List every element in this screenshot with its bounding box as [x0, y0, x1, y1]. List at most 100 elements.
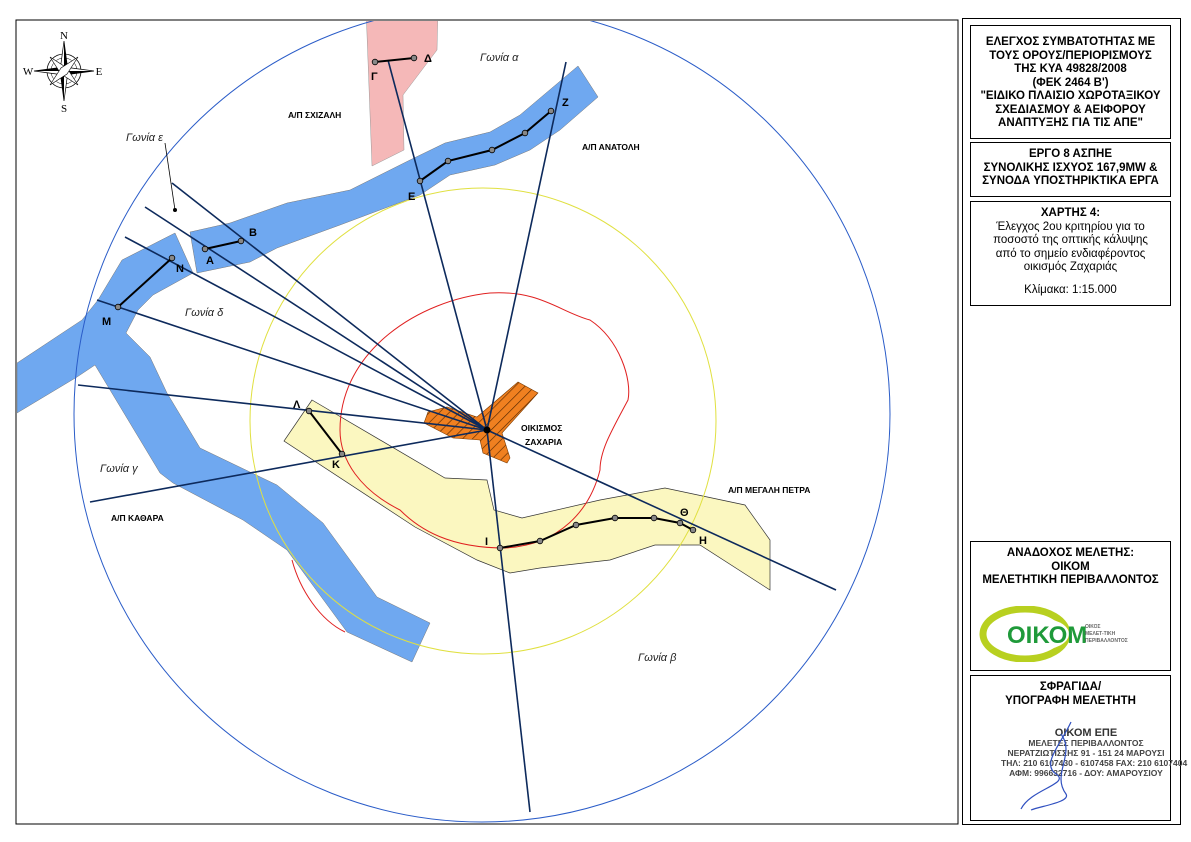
- point-L: Λ: [293, 399, 301, 411]
- label-angle-a: Γωνία α: [480, 52, 519, 64]
- oikom-logo: ΟΙΚΟΜ ΟΙΚΟΣ ΜΕΛΕΤ-ΤΙΚΗ ΠΕΡΙΒΑΛΛΟΝΤΟΣ: [979, 606, 1128, 662]
- label-park-anatoli: Α/Π ΑΝΑΤΟΛΗ: [582, 142, 640, 152]
- turbine-marker: [547, 107, 555, 115]
- turbine-marker: [572, 521, 580, 529]
- title-block: ΕΛΕΓΧΟΣ ΣΥΜΒΑΤΟΤΗΤΑΣ ΜΕ ΤΟΥΣ ΟΡΟΥΣ/ΠΕΡΙΟΡ…: [962, 18, 1188, 825]
- stamp-heading-line: ΥΠΟΓΡΑΦΗ ΜΕΛΕΤΗΤΗ: [1005, 694, 1136, 707]
- label-settlement-1: ΟΙΚΙΣΜΟΣ: [521, 423, 562, 433]
- yellow-circle: [249, 187, 717, 655]
- sight-ray: [96, 299, 488, 431]
- turbine-marker: [536, 537, 544, 545]
- point-D: Δ: [424, 53, 432, 65]
- turbine-row: [374, 57, 415, 63]
- angle-e-leader: [164, 142, 176, 211]
- sight-ray: [144, 206, 488, 431]
- map-desc-line: οικισμός Ζαχαριάς: [1023, 261, 1118, 273]
- compass-n: N: [60, 30, 68, 42]
- title-line: ΑΝΑΠΤΥΞΗΣ ΓΙΑ ΤΙΣ ΑΠΕ": [998, 117, 1143, 129]
- compass-s: S: [61, 103, 67, 115]
- signature: [1020, 721, 1072, 811]
- svg-text:ΠΕΡΙΒΑΛΛΟΝΤΟΣ: ΠΕΡΙΒΑΛΛΟΝΤΟΣ: [1085, 638, 1128, 644]
- label-park-schizali: Α/Π ΣΧΙΖΑΛΗ: [288, 110, 341, 120]
- map-desc-line: από το σημείο ενδιαφέροντος: [995, 247, 1146, 260]
- project-line: ΣΥΝΟΛΙΚΗΣ ΙΣΧΥΟΣ 167,9MW &: [983, 161, 1158, 174]
- map-title-box: ΧΑΡΤΗΣ 4: Έλεγχος 2ου κριτηρίου για το πο…: [970, 201, 1171, 306]
- red-contour: [339, 292, 630, 549]
- stamp-heading-line: ΣΦΡΑΓΙΔΑ/: [1039, 681, 1102, 693]
- settlement-zacharia: [423, 381, 539, 464]
- outer-circle: [73, 21, 891, 823]
- label-angle-d: Γωνία δ: [185, 307, 224, 319]
- turbine-marker: [237, 237, 245, 245]
- svg-text:ΟΙΚΟΣ: ΟΙΚΟΣ: [1085, 624, 1101, 630]
- point-K: Κ: [332, 459, 340, 471]
- compass-w: W: [23, 66, 34, 78]
- turbine-marker: [676, 519, 684, 527]
- point-TH: Θ: [680, 507, 689, 519]
- label-angle-g: Γωνία γ: [100, 463, 139, 475]
- title-line: ΤΗΣ ΚΥΑ 49828/2008: [1014, 63, 1127, 75]
- point-E: Ε: [408, 191, 415, 203]
- sight-ray: [77, 384, 488, 431]
- sight-ray: [486, 429, 531, 813]
- turbine-row: [308, 410, 343, 455]
- sight-ray: [124, 236, 488, 431]
- point-B: Β: [249, 227, 257, 239]
- contractor-line: ΟΙΚΟΜ: [1051, 560, 1090, 573]
- turbine-marker: [305, 407, 313, 415]
- label-park-megali-petra: Α/Π ΜΕΓΑΛΗ ΠΕΤΡΑ: [728, 485, 810, 495]
- point-A: Α: [206, 255, 214, 267]
- point-I: Ι: [485, 536, 488, 548]
- blue-band-kathara: [17, 232, 431, 663]
- map-title: ΧΑΡΤΗΣ 4:: [1040, 207, 1101, 219]
- project-line: ΣΥΝΟΔΑ ΥΠΟΣΤΗΡΙΚΤΙΚΑ ΕΡΓΑ: [982, 175, 1159, 187]
- yellow-band-megali-petra: [283, 399, 771, 591]
- scale-text: Κλίμακα: 1:15.000: [1024, 283, 1117, 296]
- project-box: ΕΡΓΟ 8 ΑΣΠΗΕ ΣΥΝΟΛΙΚΗΣ ΙΣΧΥΟΣ 167,9MW & ΣΥ…: [970, 142, 1171, 197]
- title-line: (ΦΕΚ 2464 Β'): [1032, 76, 1109, 89]
- sight-ray: [486, 429, 837, 591]
- sight-rays: [77, 59, 837, 813]
- turbine-marker: [338, 450, 346, 458]
- svg-text:ΜΕΛΕΤ-ΤΙΚΗ: ΜΕΛΕΤ-ΤΙΚΗ: [1085, 631, 1116, 637]
- turbine-row: [117, 257, 173, 308]
- red-contour-fragment: [291, 559, 346, 633]
- point-H: Η: [699, 535, 707, 547]
- title-line: ΕΛΕΓΧΟΣ ΣΥΜΒΑΤΟΤΗΤΑΣ ΜΕ: [985, 36, 1156, 48]
- turbine-marker: [114, 303, 122, 311]
- map-desc-line: Έλεγχος 2ου κριτηρίου για το: [996, 220, 1145, 233]
- point-M: Μ: [102, 316, 111, 328]
- sight-ray: [486, 61, 567, 431]
- point-N: Ν: [176, 263, 184, 275]
- turbine-marker: [689, 526, 697, 534]
- company-stamp: ΟΙΚΟΜ ΕΠΕ ΜΕΛΕΤΕΣ ΠΕΡΙΒΑΛΛΟΝΤΟΣ ΝΕΡΑΤΖΙΩ…: [1001, 727, 1188, 779]
- turbine-row: [204, 240, 242, 250]
- turbine-marker: [444, 157, 452, 165]
- title-box: ΕΛΕΓΧΟΣ ΣΥΜΒΑΤΟΤΗΤΑΣ ΜΕ ΤΟΥΣ ΟΡΟΥΣ/ΠΕΡΙΟΡ…: [970, 25, 1171, 139]
- title-line: ΣΧΕΔΙΑΣΜΟΥ & ΑΕΙΦΟΡΟΥ: [995, 103, 1146, 116]
- turbine-marker: [521, 129, 529, 137]
- turbine-marker: [611, 514, 619, 522]
- sight-ray: [387, 59, 488, 431]
- stamp-box: ΣΦΡΑΓΙΔΑ/ΥΠΟΓΡΑΦΗ ΜΕΛΕΤΗΤΗ ΟΙΚΟΜ ΕΠΕ ΜΕΛ…: [970, 675, 1188, 821]
- label-angle-e: Γωνία ε: [126, 132, 163, 144]
- pink-band-schizali: [366, 21, 438, 167]
- map-desc-line: ποσοστό της οπτικής κάλυψης: [993, 234, 1148, 246]
- project-line: ΕΡΓΟ 8 ΑΣΠΗΕ: [1028, 148, 1113, 160]
- turbine-marker: [410, 54, 418, 62]
- turbine-lines: [114, 54, 697, 552]
- contractor-line: ΜΕΛΕΤΗΤΙΚΗ ΠΕΡΙΒΑΛΛΟΝΤΟΣ: [982, 574, 1159, 586]
- turbine-marker: [650, 514, 658, 522]
- point-G: Γ: [371, 71, 378, 83]
- label-park-kathara: Α/Π ΚΑΘΑΡΑ: [111, 513, 164, 523]
- turbine-marker: [488, 146, 496, 154]
- turbine-marker: [416, 177, 424, 185]
- viewpoint-marker: [483, 426, 491, 434]
- sight-ray: [171, 182, 488, 431]
- angle-e-leader-dot: [173, 208, 177, 212]
- turbine-marker: [201, 245, 209, 253]
- contractor-line: ΑΝΑΔΟΧΟΣ ΜΕΛΕΤΗΣ:: [1006, 547, 1135, 559]
- label-settlement-2: ΖΑΧΑΡΙΑ: [525, 437, 562, 447]
- compass-e: E: [96, 66, 103, 78]
